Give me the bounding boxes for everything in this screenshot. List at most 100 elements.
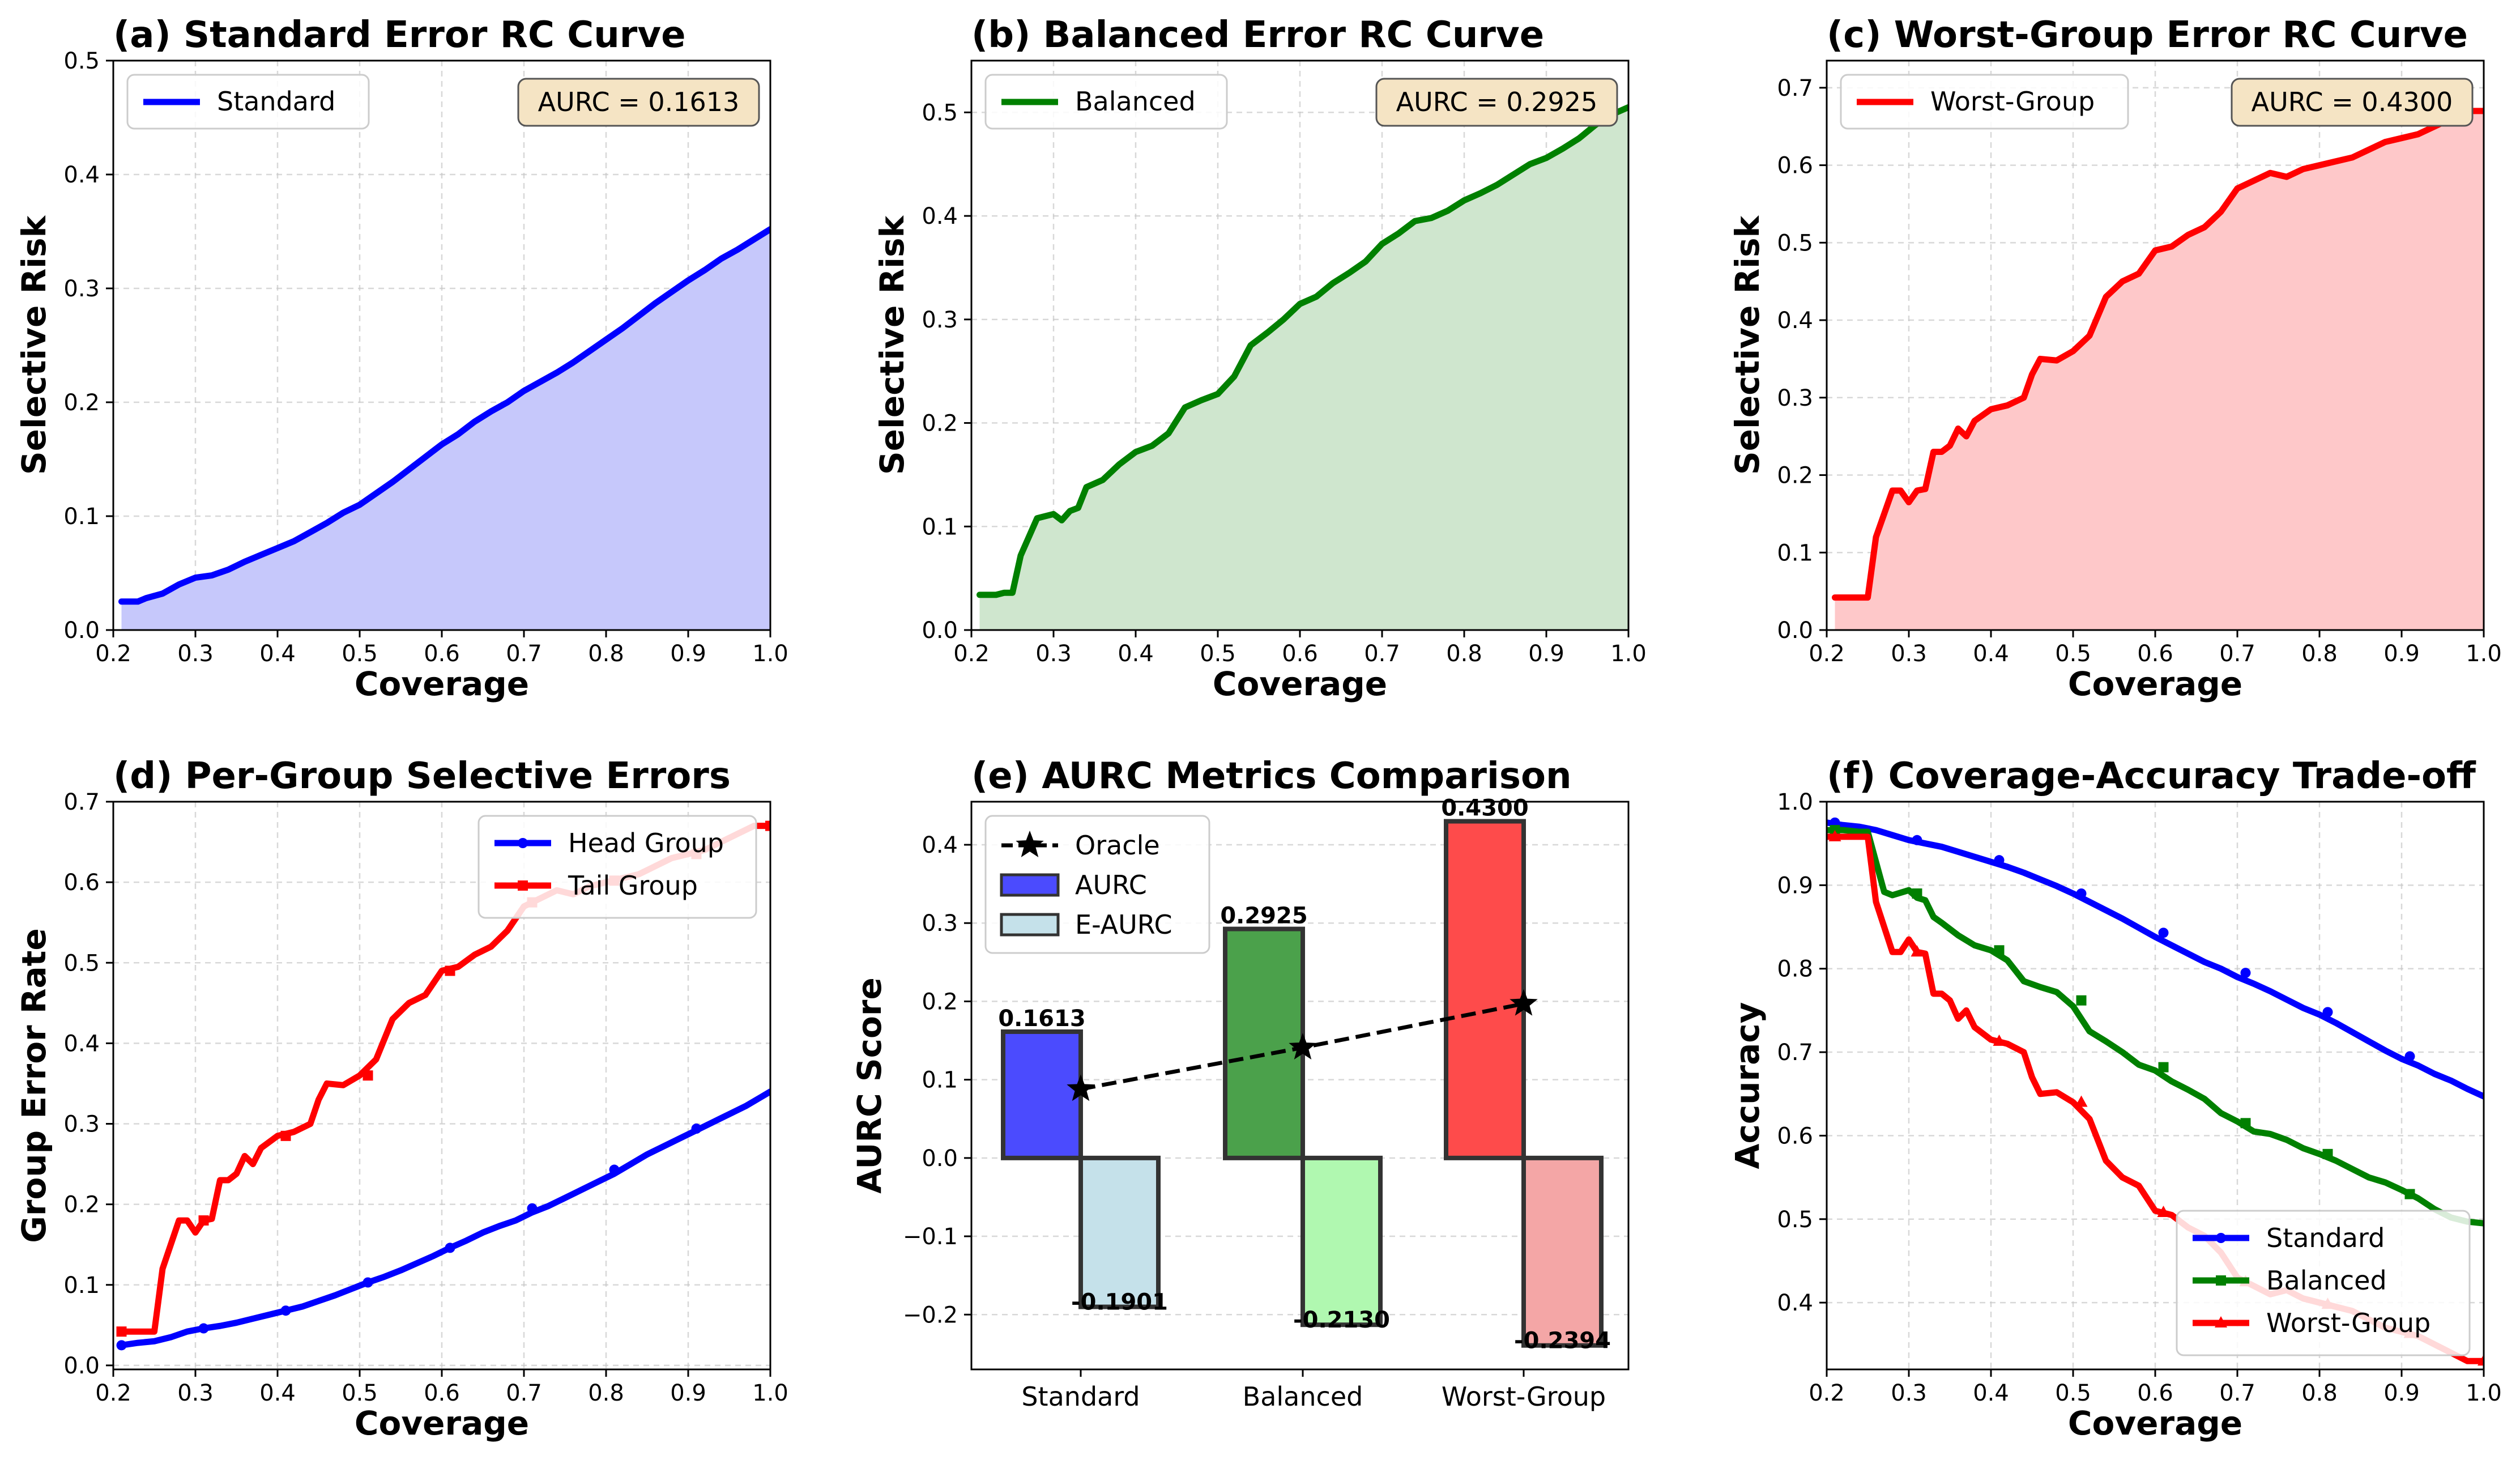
legend-label: Oracle [1075, 830, 1160, 861]
annotation-box [517, 78, 760, 127]
data-label: 0.2925 [1220, 903, 1307, 929]
data-label: -0.2130 [1293, 1307, 1390, 1333]
y-tick-label: 0.4 [1777, 308, 1813, 334]
data-point [2076, 888, 2087, 899]
legend-marker [2216, 1275, 2226, 1286]
x-tick-label: 0.4 [1118, 641, 1154, 667]
chart-panel-e: 0.1613 0.2925 0.4300 -0.1901 -0.2130 -0.2394 −… [850, 755, 1630, 1412]
chart-panel-b: 0.0 0.1 0.2 0.3 0.4 0.5 0.2 0.3 0.4 0.5 0.6 0.7 0.8 0… [873, 14, 1647, 703]
data-point [2478, 1354, 2484, 1366]
y-tick-label: −0.1 [903, 1224, 958, 1250]
x-tick-label: 0.7 [2219, 1380, 2255, 1406]
data-point [2322, 1148, 2333, 1159]
data-point [1828, 829, 1841, 841]
y-tick-label: 0.4 [922, 203, 958, 229]
chart-panel-f: 0.4 0.5 0.6 0.7 0.8 0.9 1.0 0.2 0.3 0.4 0.5 0.6 0.7 0… [1728, 755, 2502, 1443]
legend-label: Standard [2266, 1223, 2385, 1253]
data-point [2158, 927, 2169, 938]
plot-area [118, 225, 770, 630]
data-point [765, 820, 770, 831]
area-fill-standard [121, 229, 770, 630]
data-point [2157, 1205, 2170, 1217]
data-point [609, 1164, 620, 1175]
data-point [363, 1277, 373, 1288]
legend-label: E-AURC [1075, 909, 1172, 940]
oracle-point [1510, 989, 1538, 1016]
chart-panel-c: 0.0 0.1 0.2 0.3 0.4 0.5 0.6 0.7 0.2 0.3 0.4 0.5 0.6 0… [1728, 14, 2502, 703]
oracle-point [1067, 1074, 1095, 1101]
y-axis-label: Group Error Rate [15, 928, 53, 1243]
y-axis-label: Selective Risk [873, 215, 911, 475]
x-tick-label: 1.0 [2466, 641, 2502, 667]
y-tick-label: 0.5 [63, 950, 100, 976]
y-axis-label: Selective Risk [15, 215, 53, 475]
data-point [280, 1305, 291, 1316]
x-tick-label: 0.3 [1035, 641, 1072, 667]
y-tick-label: 0.7 [63, 789, 100, 815]
data-label: 0.4300 [1441, 795, 1528, 822]
chart-title: (c) Worst-Group Error RC Curve [1827, 14, 2468, 56]
legend-label: Tail Group [568, 870, 698, 901]
bar-aurc-worst-group [1444, 819, 1526, 1160]
data-point [116, 1340, 127, 1351]
data-point [198, 1215, 209, 1226]
series-line-balanced [977, 104, 1628, 598]
legend-label: Balanced [1075, 86, 1196, 117]
y-tick-label: 0.6 [63, 870, 100, 896]
legend-marker [518, 880, 528, 891]
y-tick-label: 0.9 [1777, 873, 1813, 899]
y-tick-label: 0.5 [63, 48, 100, 74]
legend: Oracle AURC E-AURC [984, 815, 1210, 954]
x-tick-label: 0.5 [342, 641, 378, 667]
x-tick-label: 0.7 [506, 1380, 542, 1406]
area-fill-balanced [979, 107, 1628, 630]
legend-swatch [1000, 913, 1060, 937]
y-axis-label: Accuracy [1728, 1002, 1767, 1169]
legend-label: AURC [1075, 870, 1147, 900]
x-tick-label: 0.9 [2383, 1380, 2420, 1406]
x-tick-label: 1.0 [752, 1380, 788, 1406]
y-tick-label: 0.0 [1777, 618, 1813, 644]
plot-area [1001, 819, 1604, 1348]
x-tick-label: 0.6 [424, 641, 460, 667]
x-tick-label: 0.6 [2137, 641, 2173, 667]
data-label: 0.1613 [998, 1006, 1085, 1032]
x-tick-label: 0.3 [177, 1380, 214, 1406]
x-tick-label: 1.0 [752, 641, 788, 667]
y-tick-label: 0.5 [1777, 230, 1813, 256]
x-tick-label: 0.2 [95, 641, 131, 667]
y-tick-label: 0.3 [922, 910, 958, 937]
x-tick-label: Worst-Group [1442, 1381, 1606, 1412]
legend: Standard Balanced Worst-Group [2176, 1210, 2471, 1356]
x-tick-label: 0.7 [2219, 641, 2255, 667]
y-tick-label: 0.2 [922, 989, 958, 1015]
x-tick-label: 0.8 [1446, 641, 1482, 667]
y-tick-label: 0.1 [63, 504, 100, 530]
aurc-annotation: AURC = 0.4300 [2252, 87, 2453, 117]
data-point [1994, 855, 2005, 866]
x-tick-label: 0.5 [342, 1380, 378, 1406]
x-axis-label: Coverage [355, 1404, 529, 1443]
x-tick-label: 0.3 [177, 641, 214, 667]
legend-label: Worst-Group [1930, 86, 2095, 117]
x-tick-label: 0.4 [1973, 1380, 2009, 1406]
aurc-annotation: AURC = 0.1613 [538, 87, 740, 117]
chart-title: (e) AURC Metrics Comparison [971, 755, 1572, 797]
legend-marker [2215, 1316, 2227, 1327]
y-tick-label: 0.8 [1777, 956, 1813, 982]
data-point [280, 1130, 291, 1141]
y-tick-label: 0.0 [63, 618, 100, 644]
data-point [2075, 1095, 2088, 1107]
y-tick-label: 0.4 [63, 1031, 100, 1057]
data-point [2158, 1062, 2169, 1073]
legend-label: Standard [217, 86, 335, 117]
legend-label: Head Group [568, 828, 724, 858]
bar-e-aurc-balanced [1300, 1155, 1383, 1327]
y-tick-label: 0.4 [922, 832, 958, 858]
x-tick-label: 0.2 [1809, 1380, 1845, 1406]
y-tick-label: −0.2 [903, 1302, 958, 1328]
data-point [2076, 995, 2087, 1006]
area-fill-worst-group [1835, 110, 2484, 630]
y-tick-label: 0.3 [1777, 385, 1813, 411]
